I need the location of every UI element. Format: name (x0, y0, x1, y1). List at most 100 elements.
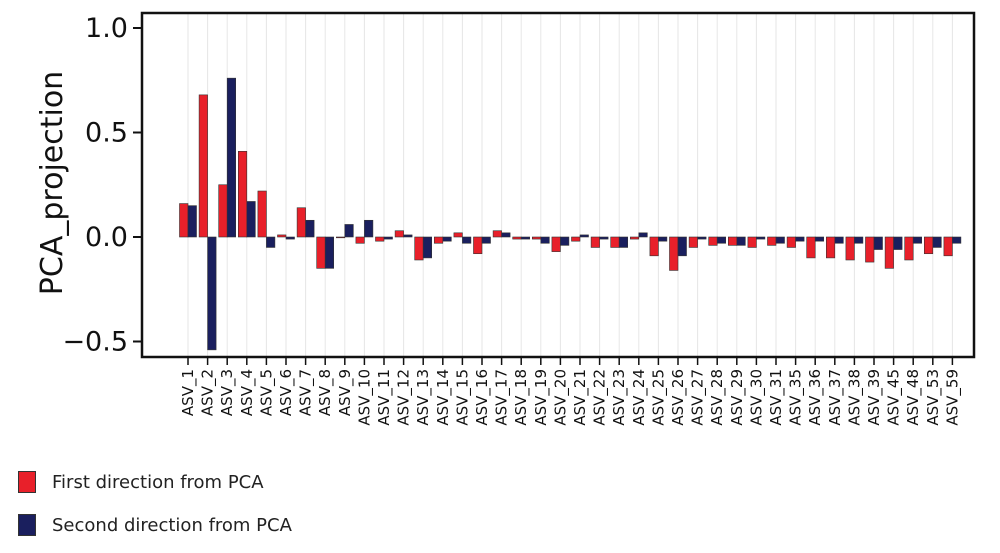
bar-first-asv-15 (453, 232, 463, 238)
x-tick-label: ASV_19 (532, 369, 551, 426)
bar-second-asv-8 (324, 236, 335, 269)
bar-second-asv-48 (912, 236, 923, 244)
bar-second-asv-23 (618, 236, 629, 248)
x-tick-label: ASV_8 (316, 369, 335, 416)
x-tick-label: ASV_17 (493, 369, 512, 426)
bar-first-asv-11 (375, 236, 385, 242)
x-tick-label: ASV_21 (571, 369, 590, 426)
x-tick-label: ASV_38 (845, 369, 864, 426)
bar-first-asv-31 (767, 236, 777, 246)
bar-second-asv-27 (697, 236, 707, 240)
bar-second-asv-26 (677, 236, 687, 257)
bar-first-asv-13 (414, 236, 424, 261)
x-tick-label: ASV_26 (669, 369, 688, 426)
bar-second-asv-6 (285, 236, 295, 240)
bar-first-asv-35 (786, 236, 796, 248)
bar-first-asv-7 (296, 207, 306, 238)
x-tick-label: ASV_23 (610, 369, 629, 426)
y-tick-label: 0.0 (85, 222, 128, 253)
bar-second-asv-2 (207, 236, 217, 351)
bar-second-asv-36 (814, 236, 825, 242)
x-tick-label: ASV_12 (395, 369, 414, 426)
x-tick-label: ASV_18 (512, 369, 531, 426)
bar-second-asv-35 (795, 236, 805, 242)
bar-second-asv-4 (246, 201, 256, 238)
bar-first-asv-22 (590, 236, 600, 248)
bar-first-asv-48 (904, 236, 914, 261)
bar-second-asv-20 (560, 236, 570, 246)
bar-first-asv-14 (433, 236, 444, 244)
x-tick-label: ASV_5 (257, 369, 276, 416)
bar-second-asv-15 (462, 236, 472, 244)
bar-first-asv-29 (727, 236, 738, 246)
x-tick-label: ASV_25 (649, 369, 668, 426)
bar-second-asv-25 (658, 236, 668, 242)
bar-first-asv-12 (394, 230, 404, 238)
x-tick-label: ASV_13 (414, 369, 433, 426)
x-tick-label: ASV_35 (787, 369, 806, 426)
legend-item-second: Second direction from PCA (18, 514, 292, 536)
x-tick-label: ASV_16 (473, 369, 492, 426)
x-tick-label: ASV_9 (336, 369, 355, 416)
x-tick-label: ASV_15 (453, 369, 472, 426)
bar-first-asv-4 (238, 151, 248, 238)
bar-second-asv-18 (520, 236, 531, 240)
bar-first-asv-1 (179, 203, 189, 238)
bar-first-asv-8 (316, 236, 326, 269)
bar-second-asv-12 (403, 234, 413, 238)
bar-second-asv-24 (638, 232, 648, 238)
bar-first-asv-9 (335, 236, 346, 239)
x-tick-label: ASV_11 (375, 369, 394, 426)
bar-first-asv-24 (629, 236, 640, 240)
bar-second-asv-10 (364, 219, 374, 238)
y-axis-label: PCA_projection (35, 71, 70, 295)
legend-swatch-second (18, 514, 36, 536)
bar-first-asv-59 (943, 236, 953, 257)
bar-second-asv-1 (187, 205, 197, 238)
bar-first-asv-17 (492, 230, 502, 238)
bar-first-asv-3 (218, 184, 228, 238)
gridlines (187, 13, 953, 357)
x-tick-label: ASV_7 (297, 369, 316, 416)
bar-second-asv-53 (932, 236, 942, 248)
bar-first-asv-19 (531, 236, 542, 240)
x-tick-label: ASV_39 (865, 369, 884, 426)
x-tick-label: ASV_6 (277, 369, 296, 416)
bar-second-asv-9 (344, 224, 354, 238)
bar-first-asv-5 (257, 190, 267, 238)
x-tick-label: ASV_24 (630, 369, 649, 426)
bar-first-asv-16 (473, 236, 483, 255)
x-tick-label: ASV_27 (689, 369, 708, 426)
x-tick-label: ASV_22 (591, 369, 610, 426)
x-tick-label: ASV_31 (767, 369, 786, 426)
x-tick-label: ASV_45 (885, 369, 904, 426)
bar-first-asv-37 (825, 236, 836, 259)
x-tick-label: ASV_14 (434, 369, 453, 426)
x-tick-label: ASV_53 (924, 369, 943, 426)
bar-second-asv-13 (422, 236, 433, 259)
bar-first-asv-6 (277, 234, 287, 238)
x-tick-label: ASV_30 (747, 369, 766, 426)
bar-second-asv-17 (501, 232, 511, 238)
bar-first-asv-53 (923, 236, 934, 255)
bar-first-asv-27 (688, 236, 698, 248)
bar-first-asv-39 (865, 236, 875, 263)
bars (179, 77, 962, 351)
bar-second-asv-3 (226, 77, 236, 238)
bar-second-asv-31 (775, 236, 785, 244)
bar-first-asv-25 (649, 236, 659, 257)
bar-first-asv-38 (845, 236, 855, 261)
bar-first-asv-2 (198, 94, 208, 238)
bar-first-asv-26 (669, 236, 679, 271)
bar-first-asv-45 (884, 236, 894, 269)
bar-second-asv-38 (854, 236, 864, 244)
bar-first-asv-30 (747, 236, 757, 248)
bar-second-asv-59 (952, 236, 962, 244)
bar-second-asv-5 (266, 236, 276, 248)
x-tick-label: ASV_10 (355, 369, 374, 426)
bar-second-asv-39 (873, 236, 883, 250)
bar-first-asv-36 (806, 236, 816, 259)
x-tick-label: ASV_29 (728, 369, 747, 426)
